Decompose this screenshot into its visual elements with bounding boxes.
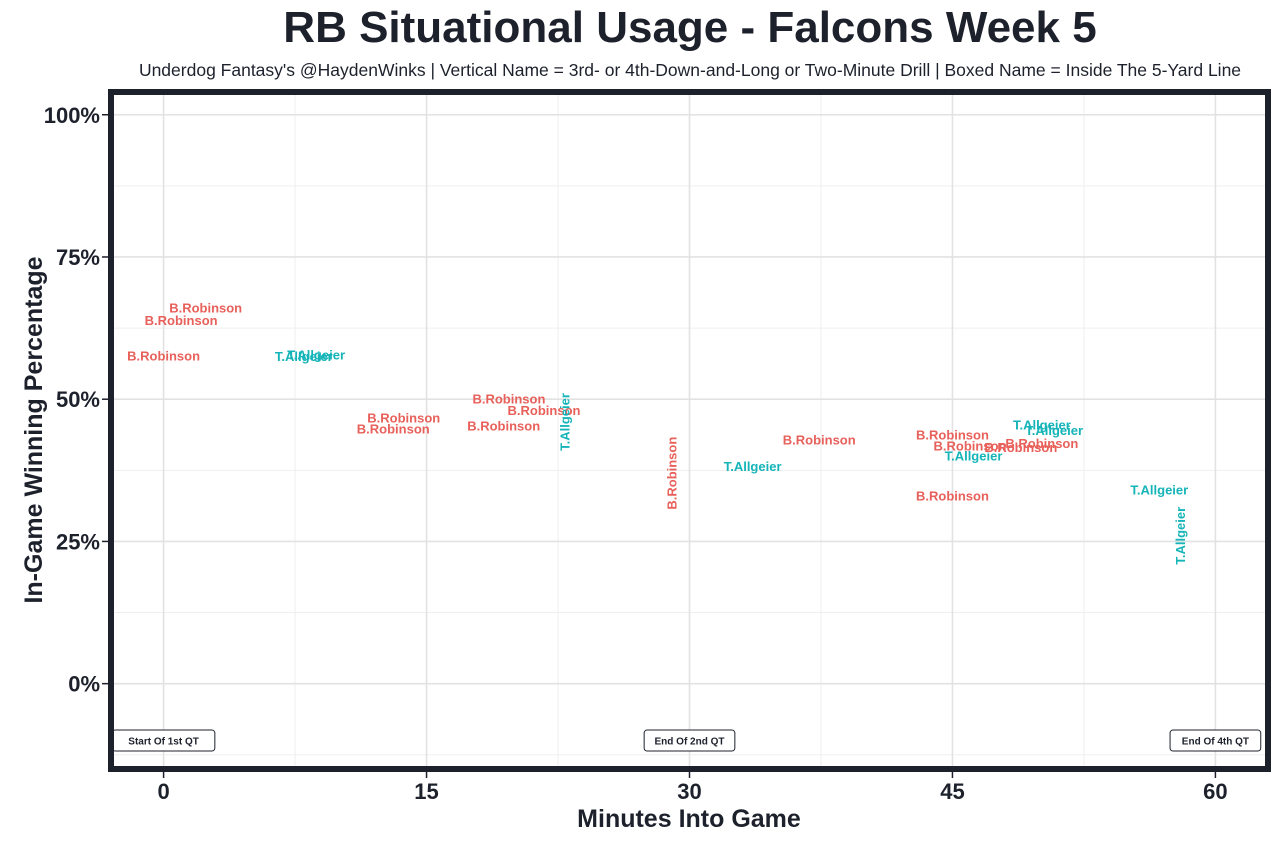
data-point-label: B.Robinson xyxy=(664,437,679,510)
quarter-annotation-label: End Of 4th QT xyxy=(1182,737,1249,748)
quarter-annotations: Start Of 1st QT End Of 2nd QT End Of 4th Q… xyxy=(111,729,1262,752)
chart-subtitle: Underdog Fantasy's @HaydenWinks | Vertic… xyxy=(139,60,1241,80)
x-tick-label: 60 xyxy=(1203,779,1227,804)
data-point-label: B.Robinson xyxy=(467,418,540,433)
quarter-annotation-label: End Of 2nd QT xyxy=(655,737,725,748)
data-point-label: T.Allgeier xyxy=(1013,417,1071,432)
y-tick-label: 25% xyxy=(56,529,100,554)
data-point-label: T.Allgeier xyxy=(287,347,345,362)
plot-border xyxy=(108,89,1271,772)
data-point-label: T.Allgeier xyxy=(945,449,1003,464)
data-point-label: B.Robinson xyxy=(783,433,856,448)
quarter-annotation-box xyxy=(643,729,736,752)
data-point-label: B.Robinson xyxy=(916,428,989,443)
data-point-label: B.Robinson xyxy=(1005,436,1078,451)
x-axis-label: Minutes Into Game xyxy=(577,805,801,833)
x-tick-label: 45 xyxy=(940,779,964,804)
quarter-annotation-box xyxy=(1169,729,1262,752)
y-tick-label: 0% xyxy=(68,672,100,697)
data-point-label: T.Allgeier xyxy=(1173,507,1188,565)
data-point-label: T.Allgeier xyxy=(724,459,782,474)
y-tick-label: 75% xyxy=(56,245,100,270)
x-tick-label: 30 xyxy=(677,779,701,804)
y-axis-label: In-Game Winning Percentage xyxy=(20,256,48,603)
data-point-label: B.Robinson xyxy=(934,438,1007,453)
data-point-label: T.Allgeier xyxy=(558,393,573,451)
chart-title: RB Situational Usage - Falcons Week 5 xyxy=(283,3,1096,52)
data-point-label: B.Robinson xyxy=(357,421,430,436)
data-point-label: B.Robinson xyxy=(984,440,1057,455)
data-point-label: B.Robinson xyxy=(127,348,200,363)
data-point-label: B.Robinson xyxy=(508,403,581,418)
data-point-label: B.Robinson xyxy=(367,410,440,425)
x-tick-label: 15 xyxy=(414,779,438,804)
y-tick-label: 100% xyxy=(44,103,100,128)
quarter-annotation-label: Start Of 1st QT xyxy=(128,737,199,748)
x-tick-label: 0 xyxy=(157,779,169,804)
data-point-label: B.Robinson xyxy=(169,301,242,316)
data-point-label: T.Allgeier xyxy=(275,349,333,364)
axis-ticks: 0 15 30 45 60 0% 25% 50% 75% 100% xyxy=(44,103,1228,804)
y-tick-label: 50% xyxy=(56,387,100,412)
data-point-label: T.Allgeier xyxy=(1025,423,1083,438)
data-point-label: B.Robinson xyxy=(145,313,218,328)
data-point-label: B.Robinson xyxy=(472,392,545,407)
data-point-label: B.Robinson xyxy=(916,488,989,503)
data-point-label: T.Allgeier xyxy=(1130,483,1188,498)
grid xyxy=(111,92,1268,769)
